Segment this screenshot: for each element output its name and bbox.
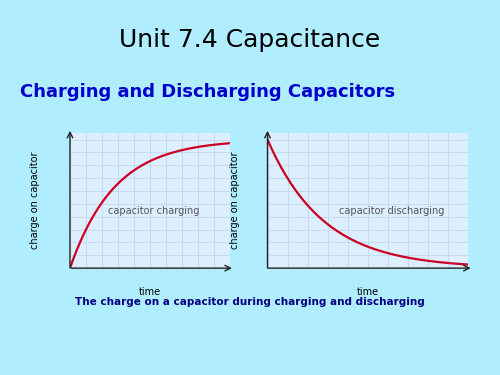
- Text: charge on capacitor: charge on capacitor: [30, 152, 40, 249]
- Text: time: time: [139, 287, 161, 297]
- Text: charge on capacitor: charge on capacitor: [230, 152, 239, 249]
- Text: The charge on a capacitor during charging and discharging: The charge on a capacitor during chargin…: [75, 297, 425, 307]
- Text: Unit 7.4 Capacitance: Unit 7.4 Capacitance: [120, 28, 380, 53]
- Text: capacitor discharging: capacitor discharging: [339, 206, 444, 216]
- Text: Charging and Discharging Capacitors: Charging and Discharging Capacitors: [20, 83, 395, 101]
- Text: capacitor charging: capacitor charging: [108, 206, 199, 216]
- Text: time: time: [356, 287, 378, 297]
